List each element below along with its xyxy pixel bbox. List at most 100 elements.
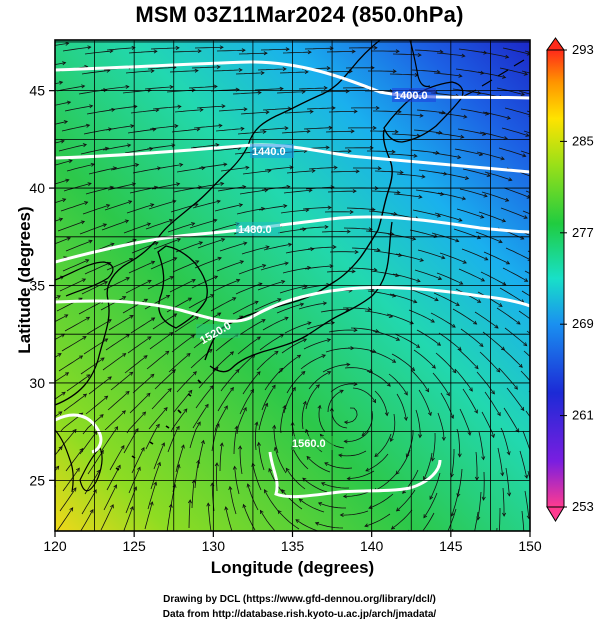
streamline bbox=[217, 387, 234, 412]
streamline bbox=[302, 477, 328, 493]
streamline-arrowhead bbox=[542, 303, 546, 306]
streamline bbox=[256, 351, 279, 371]
streamline bbox=[239, 389, 254, 415]
streamline bbox=[343, 490, 372, 497]
streamline-arrowhead bbox=[331, 105, 336, 111]
streamline bbox=[308, 371, 331, 390]
streamline bbox=[132, 373, 155, 394]
streamline-arrowhead bbox=[343, 420, 349, 425]
x-tick-label: 135 bbox=[281, 538, 305, 554]
streamline bbox=[505, 247, 530, 261]
streamline-arrowhead bbox=[395, 470, 400, 475]
streamline-arrowhead bbox=[480, 277, 486, 282]
streamline bbox=[225, 506, 233, 531]
streamline bbox=[55, 391, 66, 400]
streamline-arrowhead bbox=[399, 170, 404, 175]
streamline-arrowhead bbox=[260, 206, 266, 211]
streamline bbox=[106, 258, 133, 271]
streamline bbox=[126, 411, 146, 434]
streamline-arrowhead bbox=[315, 384, 320, 389]
streamline-arrowhead bbox=[461, 53, 466, 58]
streamline-arrowhead bbox=[391, 359, 397, 363]
streamline-arrowhead bbox=[436, 69, 441, 74]
streamline bbox=[414, 269, 442, 280]
streamline-arrowhead bbox=[176, 463, 181, 469]
streamline-arrowhead bbox=[122, 296, 127, 300]
streamline-arrowhead bbox=[183, 408, 188, 413]
streamline bbox=[127, 336, 152, 354]
streamline-arrowhead bbox=[261, 319, 266, 323]
streamline-arrowhead bbox=[169, 276, 174, 280]
streamline-arrowhead bbox=[217, 256, 222, 261]
coastlines bbox=[55, 40, 525, 493]
streamline bbox=[503, 187, 530, 199]
streamline bbox=[321, 230, 351, 233]
streamline-arrowhead bbox=[302, 227, 307, 232]
streamline-arrowhead bbox=[187, 297, 193, 302]
streamline-arrowhead bbox=[57, 353, 62, 357]
streamline-arrowhead bbox=[367, 307, 372, 312]
geopotential-contours bbox=[55, 60, 530, 499]
streamline bbox=[410, 149, 439, 154]
streamline-arrowhead bbox=[429, 495, 434, 500]
streamline-arrowhead bbox=[403, 416, 408, 422]
streamline-arrowhead bbox=[110, 504, 114, 509]
streamline bbox=[242, 170, 271, 175]
streamline bbox=[484, 171, 512, 181]
streamline-arrowhead bbox=[232, 465, 237, 470]
streamline bbox=[176, 167, 205, 173]
streamline bbox=[410, 369, 429, 392]
streamline bbox=[460, 108, 489, 115]
streamline bbox=[195, 385, 214, 409]
streamline bbox=[264, 489, 281, 514]
streamline bbox=[84, 50, 113, 55]
streamline-arrowhead bbox=[284, 126, 289, 131]
streamline-arrowhead bbox=[395, 337, 401, 341]
streamline-arrowhead bbox=[526, 51, 530, 56]
streamline-arrowhead bbox=[264, 188, 269, 193]
streamline bbox=[237, 336, 261, 355]
streamline bbox=[260, 262, 289, 271]
streamline bbox=[169, 70, 199, 73]
streamline-arrowhead bbox=[524, 474, 529, 479]
streamline-arrowhead bbox=[339, 513, 344, 518]
streamline bbox=[388, 373, 408, 396]
streamline-arrowhead bbox=[176, 182, 181, 187]
y-tick-label: 40 bbox=[29, 180, 45, 196]
streamline bbox=[58, 355, 83, 372]
streamline-arrowhead bbox=[514, 385, 518, 390]
streamline bbox=[154, 164, 183, 170]
streamline bbox=[56, 507, 74, 531]
streamline bbox=[147, 66, 176, 70]
streamline-arrowhead bbox=[279, 86, 284, 91]
streamline bbox=[460, 328, 484, 347]
streamline bbox=[207, 503, 212, 531]
streamline-arrowhead bbox=[121, 410, 126, 415]
streamline bbox=[474, 311, 499, 329]
streamline-arrowhead bbox=[346, 229, 351, 234]
streamline-arrowhead bbox=[85, 259, 90, 263]
streamline bbox=[232, 92, 262, 95]
streamline bbox=[370, 270, 399, 277]
streamline bbox=[389, 293, 417, 303]
streamline bbox=[262, 317, 289, 331]
streamline-arrowhead bbox=[161, 442, 165, 447]
streamline bbox=[521, 290, 530, 297]
streamline bbox=[437, 412, 445, 441]
streamline bbox=[130, 109, 159, 114]
streamline bbox=[258, 442, 265, 471]
streamline-arrowhead bbox=[302, 338, 308, 343]
streamline-arrowhead bbox=[472, 536, 475, 539]
streamline-arrowhead bbox=[474, 409, 478, 414]
streamline bbox=[55, 218, 63, 222]
streamline bbox=[284, 111, 314, 114]
colorbar-tick-label: 293 bbox=[572, 42, 594, 57]
streamline-arrowhead bbox=[157, 461, 161, 467]
streamline bbox=[125, 70, 154, 74]
streamline-arrowhead bbox=[264, 489, 268, 494]
streamline bbox=[527, 470, 530, 482]
streamline-arrowhead bbox=[467, 556, 470, 559]
streamline-arrowhead bbox=[374, 453, 379, 458]
streamline-arrowhead bbox=[324, 224, 329, 229]
streamline bbox=[374, 433, 392, 457]
